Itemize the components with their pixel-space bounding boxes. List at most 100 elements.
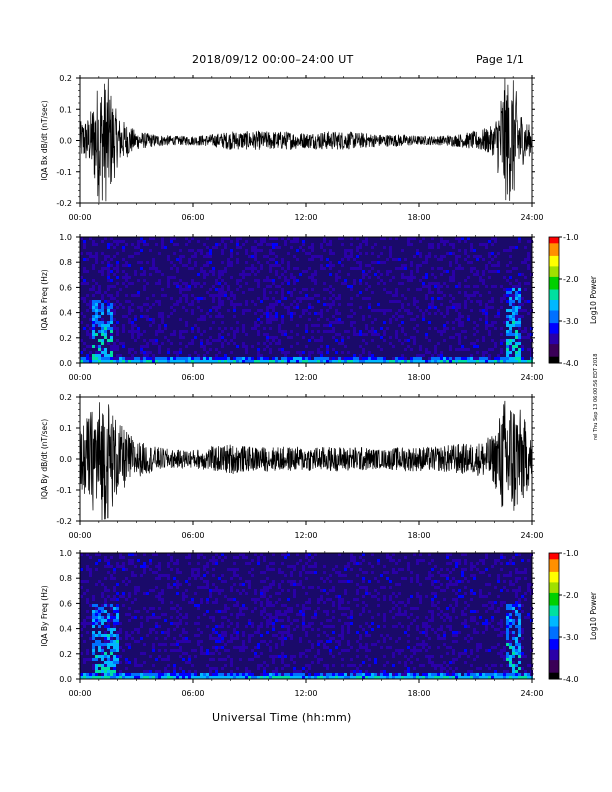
spectrogram-cell: [521, 297, 524, 300]
spectrogram-cell: [461, 360, 464, 363]
spectrogram-cell: [338, 303, 341, 306]
spectrogram-cell: [206, 652, 209, 655]
spectrogram-cell: [239, 676, 242, 679]
spectrogram-cell: [158, 324, 161, 327]
spectrogram-cell: [113, 568, 116, 571]
spectrogram-cell: [227, 264, 230, 267]
spectrogram-cell: [506, 673, 509, 676]
spectrogram-cell: [167, 315, 170, 318]
spectrogram-cell: [113, 616, 116, 619]
spectrogram-cell: [110, 661, 113, 664]
spectrogram-cell: [329, 625, 332, 628]
spectrogram-cell: [218, 637, 221, 640]
spectrogram-cell: [440, 285, 443, 288]
spectrogram-cell: [527, 586, 530, 589]
spectrogram-cell: [194, 255, 197, 258]
spectrogram-cell: [101, 342, 104, 345]
spectrogram-cell: [155, 339, 158, 342]
spectrogram-cell: [440, 610, 443, 613]
spectrogram-cell: [437, 676, 440, 679]
spectrogram-cell: [344, 580, 347, 583]
spectrogram-cell: [245, 249, 248, 252]
spectrogram-cell: [101, 240, 104, 243]
spectrogram-cell: [458, 315, 461, 318]
spectrogram-cell: [155, 270, 158, 273]
spectrogram-cell: [185, 622, 188, 625]
spectrogram-cell: [269, 583, 272, 586]
spectrogram-cell: [230, 327, 233, 330]
spectrogram-cell: [152, 628, 155, 631]
spectrogram-cell: [176, 643, 179, 646]
spectrogram-cell: [338, 270, 341, 273]
spectrogram-cell: [452, 276, 455, 279]
spectrogram-cell: [398, 649, 401, 652]
spectrogram-cell: [110, 264, 113, 267]
spectrogram-cell: [275, 357, 278, 360]
spectrogram-cell: [314, 282, 317, 285]
spectrogram-cell: [323, 631, 326, 634]
spectrogram-cell: [203, 354, 206, 357]
spectrogram-cell: [281, 673, 284, 676]
spectrogram-cell: [326, 348, 329, 351]
spectrogram-cell: [221, 300, 224, 303]
spectrogram-cell: [104, 643, 107, 646]
spectrogram-cell: [209, 360, 212, 363]
spectrogram-cell: [107, 327, 110, 330]
spectrogram-cell: [104, 637, 107, 640]
spectrogram-cell: [227, 360, 230, 363]
spectrogram-cell: [188, 640, 191, 643]
spectrogram-cell: [116, 357, 119, 360]
colorbar-band: [549, 590, 559, 594]
spectrogram-cell: [239, 649, 242, 652]
colorbar-band: [549, 668, 559, 672]
spectrogram-cell: [350, 646, 353, 649]
spectrogram-cell: [215, 246, 218, 249]
spectrogram-cell: [506, 330, 509, 333]
spectrogram-cell: [389, 249, 392, 252]
spectrogram-cell: [200, 345, 203, 348]
spectrogram-cell: [104, 330, 107, 333]
spectrogram-cell: [518, 291, 521, 294]
spectrogram-cell: [509, 327, 512, 330]
y-axis-label: IQA Bx Freq (Hz): [40, 269, 49, 331]
spectrogram-cell: [431, 610, 434, 613]
spectrogram-cell: [236, 601, 239, 604]
spectrogram-cell: [350, 673, 353, 676]
spectrogram-cell: [482, 676, 485, 679]
spectrogram-cell: [107, 676, 110, 679]
spectrogram-cell: [482, 282, 485, 285]
spectrogram-cell: [479, 643, 482, 646]
spectrogram-cell: [521, 315, 524, 318]
spectrogram-cell: [437, 297, 440, 300]
spectrogram-cell: [80, 339, 83, 342]
spectrogram-cell: [464, 258, 467, 261]
spectrogram-cell: [392, 607, 395, 610]
spectrogram-cell: [272, 655, 275, 658]
spectrogram-cell: [449, 667, 452, 670]
spectrogram-cell: [470, 565, 473, 568]
spectrogram-cell: [332, 568, 335, 571]
spectrogram-cell: [299, 652, 302, 655]
spectrogram-cell: [257, 357, 260, 360]
colorbar-band: [549, 268, 559, 272]
x-tick-label: 24:00: [520, 213, 543, 222]
spectrogram-cell: [407, 676, 410, 679]
spectrogram-cell: [413, 255, 416, 258]
spectrogram-cell: [335, 339, 338, 342]
spectrogram-cell: [491, 252, 494, 255]
colorbar-band: [549, 302, 559, 305]
spectrogram-cell: [146, 354, 149, 357]
spectrogram-cell: [401, 625, 404, 628]
spectrogram-cell: [470, 619, 473, 622]
spectrogram-cell: [143, 607, 146, 610]
spectrogram-cell: [407, 303, 410, 306]
spectrogram-cell: [482, 312, 485, 315]
spectrogram-cell: [494, 342, 497, 345]
colorbar-band: [549, 647, 559, 651]
spectrogram-cell: [215, 348, 218, 351]
spectrogram-cell: [425, 276, 428, 279]
spectrogram-cell: [119, 240, 122, 243]
spectrogram-cell: [344, 568, 347, 571]
spectrogram-cell: [95, 604, 98, 607]
spectrogram-cell: [518, 303, 521, 306]
